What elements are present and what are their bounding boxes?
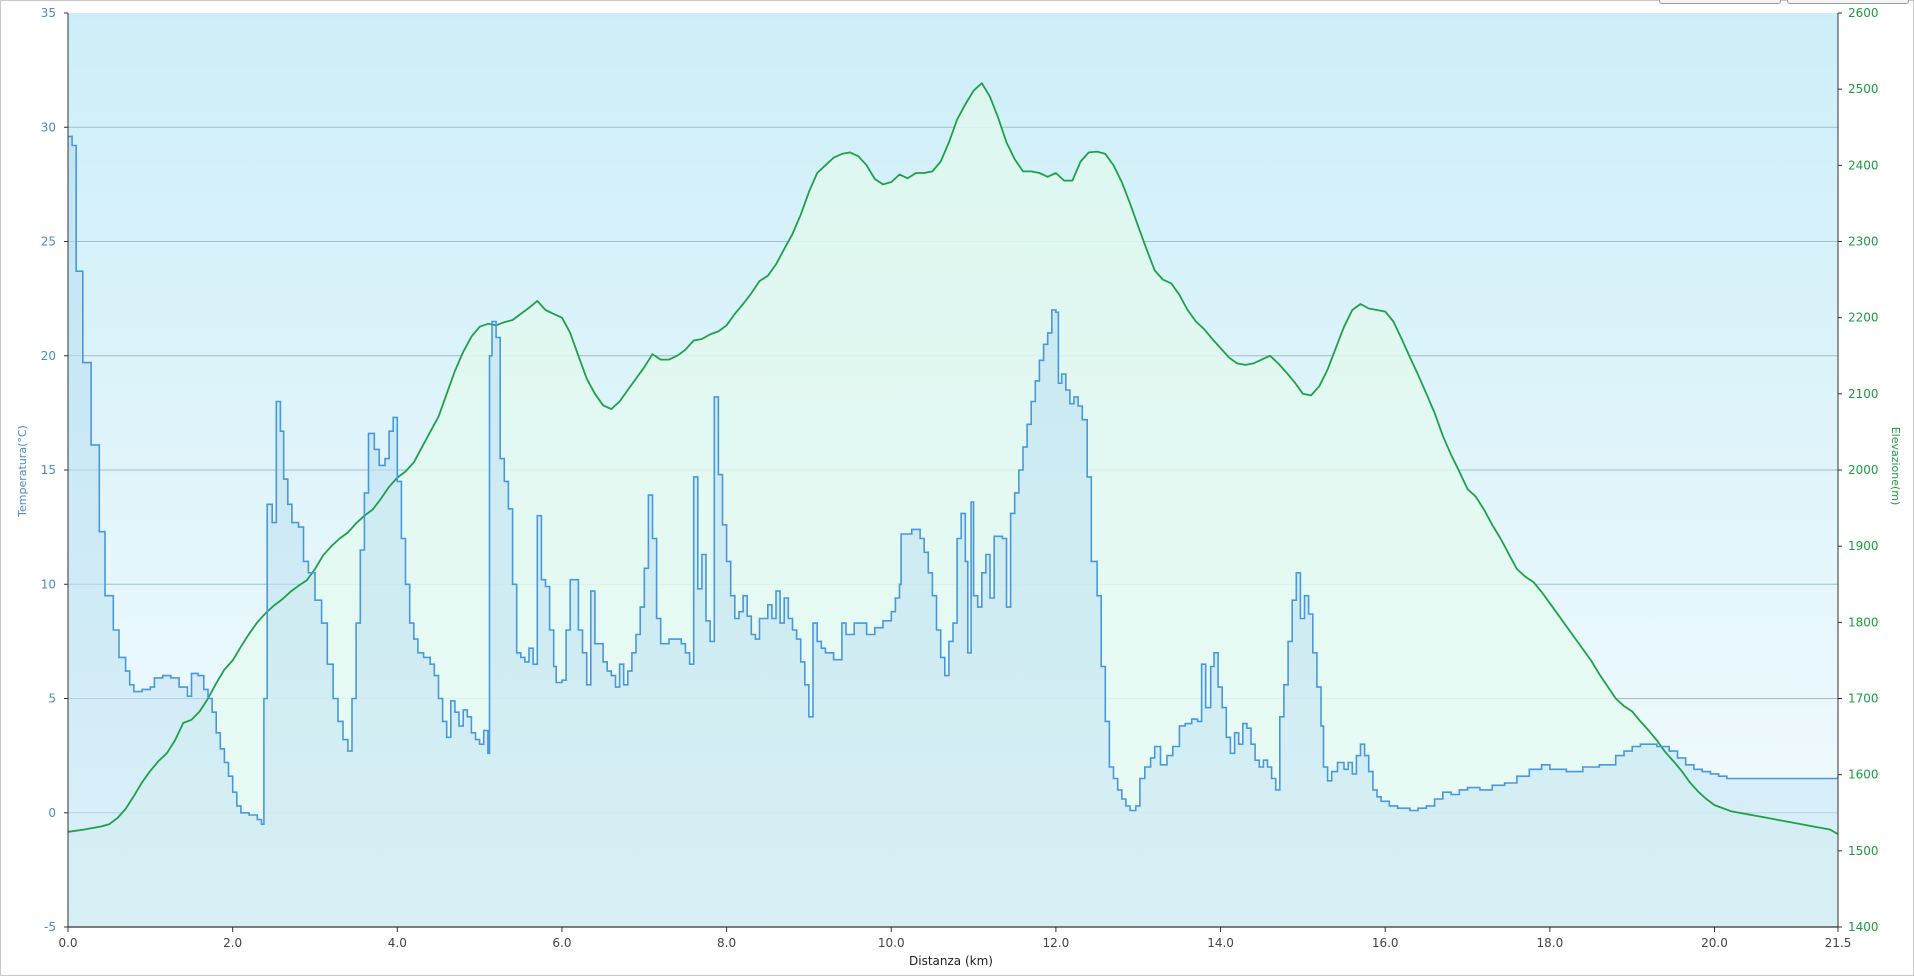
toolbar-button-right[interactable] (1787, 0, 1909, 4)
left-tick-label-7: 30 (41, 120, 56, 134)
right-tick-label-11: 2500 (1848, 82, 1879, 96)
right-tick-label-12: 2600 (1848, 6, 1879, 20)
temperature-area (68, 136, 1838, 927)
right-tick-label-5: 1900 (1848, 539, 1879, 553)
right-tick-label-2: 1600 (1848, 768, 1879, 782)
toolbar-button-left[interactable] (1659, 0, 1781, 4)
series-layer (68, 82, 1838, 927)
left-tick-label-2: 5 (48, 692, 56, 706)
x-tick-label-9: 18.0 (1537, 936, 1564, 950)
elevation-line (68, 82, 1838, 835)
left-axis-ticks: -5 0 5 10 15 20 25 30 35 (41, 6, 68, 934)
left-axis-title: Temperatura(°C) (16, 425, 29, 518)
x-tick-label-11: 21.5 (1825, 936, 1852, 950)
right-tick-label-8: 2200 (1848, 311, 1879, 325)
temperature-line (68, 135, 1838, 825)
left-tick-label-8: 35 (41, 6, 56, 20)
right-tick-label-0: 1400 (1848, 920, 1879, 934)
right-tick-label-9: 2300 (1848, 235, 1879, 249)
right-tick-label-7: 2100 (1848, 387, 1879, 401)
left-tick-label-6: 25 (41, 235, 56, 249)
x-tick-label-8: 16.0 (1372, 936, 1399, 950)
x-tick-label-6: 12.0 (1043, 936, 1070, 950)
right-tick-label-1: 1500 (1848, 844, 1879, 858)
x-tick-label-1: 2.0 (223, 936, 242, 950)
x-tick-label-2: 4.0 (388, 936, 407, 950)
right-tick-label-6: 2000 (1848, 463, 1879, 477)
x-tick-label-10: 20.0 (1701, 936, 1728, 950)
left-tick-label-4: 15 (41, 463, 56, 477)
x-axis-ticks: 0.0 2.0 4.0 6.0 8.0 10.0 12.0 14.0 16.0 18.0 20.0 2… (58, 927, 1851, 950)
right-tick-label-4: 1800 (1848, 615, 1879, 629)
left-tick-label-3: 10 (41, 577, 56, 591)
left-tick-label-5: 20 (41, 349, 56, 363)
x-tick-label-4: 8.0 (717, 936, 736, 950)
right-axis-ticks: 1400 1500 1600 1700 1800 1900 2000 2100 2200 2300… (1838, 6, 1879, 934)
x-tick-label-5: 10.0 (878, 936, 905, 950)
x-tick-label-7: 14.0 (1207, 936, 1234, 950)
left-tick-label-1: 0 (48, 806, 56, 820)
left-tick-label-0: -5 (44, 920, 56, 934)
x-tick-label-3: 6.0 (552, 936, 571, 950)
x-axis-title: Distanza (km) (909, 954, 993, 968)
right-axis-title: Elevazione(m) (1889, 427, 1902, 506)
x-tick-label-0: 0.0 (58, 936, 77, 950)
right-tick-label-3: 1700 (1848, 692, 1879, 706)
right-tick-label-10: 2400 (1848, 158, 1879, 172)
